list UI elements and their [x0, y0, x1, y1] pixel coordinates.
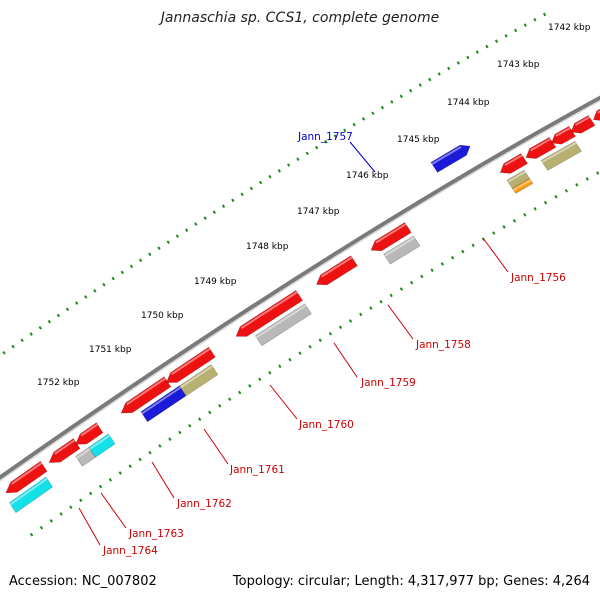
topology-summary: Topology: circular; Length: 4,317,977 bp… [232, 574, 590, 589]
gene-jann-1762[interactable] [120, 376, 172, 414]
gene-highlight [76, 448, 91, 459]
gene-highlight [54, 439, 76, 455]
gene-highlight [541, 142, 577, 163]
tick-label: 1747 kbp [297, 207, 340, 217]
feature-cyan-1[interactable] [8, 476, 53, 514]
tick-label: 1752 kbp [37, 378, 80, 388]
gene-highlight [375, 223, 407, 244]
gene-highlight [530, 138, 551, 152]
gene-jann-1763[interactable] [74, 422, 104, 445]
gene-highlight [431, 145, 462, 165]
gene-label[interactable]: Jann_1764 [102, 545, 158, 557]
genome-backbone-shade [0, 100, 600, 482]
tick-label: 1744 kbp [447, 98, 490, 108]
gene-highlight [321, 256, 353, 278]
gene-label[interactable]: Jann_1756 [510, 272, 566, 284]
gene-jann-1764[interactable] [48, 438, 81, 463]
tick-label: 1749 kbp [194, 277, 237, 287]
gene-red-1[interactable] [5, 460, 48, 494]
tick-label: 1743 kbp [497, 60, 540, 70]
gene-red-3[interactable] [551, 125, 576, 145]
label-leader [333, 342, 358, 378]
label-leader [100, 492, 127, 529]
gene-highlight [555, 127, 571, 137]
gene-highlight [9, 477, 48, 506]
tick-label: 1748 kbp [246, 242, 289, 252]
gene-highlight [504, 154, 523, 166]
label-leader [151, 461, 175, 499]
gene-label[interactable]: Jann_1762 [176, 498, 232, 510]
tick-label: 1746 kbp [346, 171, 389, 181]
feature-cyan-2[interactable] [88, 433, 116, 458]
label-leader [203, 428, 229, 465]
gene-highlight [141, 386, 182, 415]
gene-highlight [384, 236, 416, 257]
genome-backbone [0, 95, 600, 480]
gene-highlight [171, 347, 211, 375]
gene-highlight [507, 170, 526, 183]
gene-label[interactable]: Jann_1758 [415, 339, 471, 351]
feature-olive-3[interactable] [540, 140, 582, 171]
tick-ring-inner [29, 170, 600, 537]
gene-label[interactable]: Jann_1761 [229, 464, 285, 476]
gene-label[interactable]: Jann_1759 [360, 377, 416, 389]
label-leader [387, 304, 414, 340]
label-leader [349, 141, 376, 173]
gene-jann-1757[interactable] [430, 144, 471, 173]
gene-highlight [575, 116, 590, 126]
gene-jann-1761[interactable] [165, 346, 216, 383]
accession-text: Accession: NC_007802 [9, 574, 157, 589]
feature-olive-2[interactable] [506, 169, 530, 189]
gene-jann-1759[interactable] [316, 255, 358, 286]
gene-highlight [80, 423, 99, 437]
feature-orange-1[interactable] [511, 178, 534, 194]
gene-highlight [126, 377, 166, 406]
genome-title: Jannaschia sp. CCS1, complete genome [160, 10, 440, 26]
gene-red-4[interactable] [570, 115, 596, 134]
tick-label: 1750 kbp [141, 311, 184, 321]
gene-highlight [11, 462, 43, 485]
gene-highlight [512, 179, 532, 192]
gene-highlight [179, 365, 213, 389]
tick-ring-outer [0, 10, 551, 358]
gene-red-2[interactable] [525, 136, 557, 159]
label-leader [482, 237, 509, 273]
gene-label[interactable]: Jann_1760 [298, 419, 354, 431]
gene-highlight [89, 434, 111, 450]
gene-highlight [240, 291, 298, 329]
gene-label[interactable]: Jann_1763 [128, 528, 184, 540]
feature-blue-1[interactable] [140, 385, 187, 423]
feature-gray-3[interactable] [383, 235, 421, 265]
label-leader [269, 384, 298, 420]
tick-label: 1742 kbp [548, 23, 591, 33]
gene-jann-1758[interactable] [370, 222, 412, 252]
tick-label: 1751 kbp [89, 345, 132, 355]
tick-label: 1745 kbp [397, 135, 440, 145]
gene-jann-1760[interactable] [235, 290, 304, 337]
gene-label[interactable]: Jann_1757 [297, 131, 353, 143]
feature-olive-1[interactable] [179, 364, 219, 397]
gene-jann-1756[interactable] [499, 153, 528, 174]
gene-highlight [255, 304, 307, 339]
label-leader [78, 507, 101, 546]
gene-red-5[interactable] [592, 103, 600, 121]
feature-gray-2[interactable] [254, 303, 312, 347]
